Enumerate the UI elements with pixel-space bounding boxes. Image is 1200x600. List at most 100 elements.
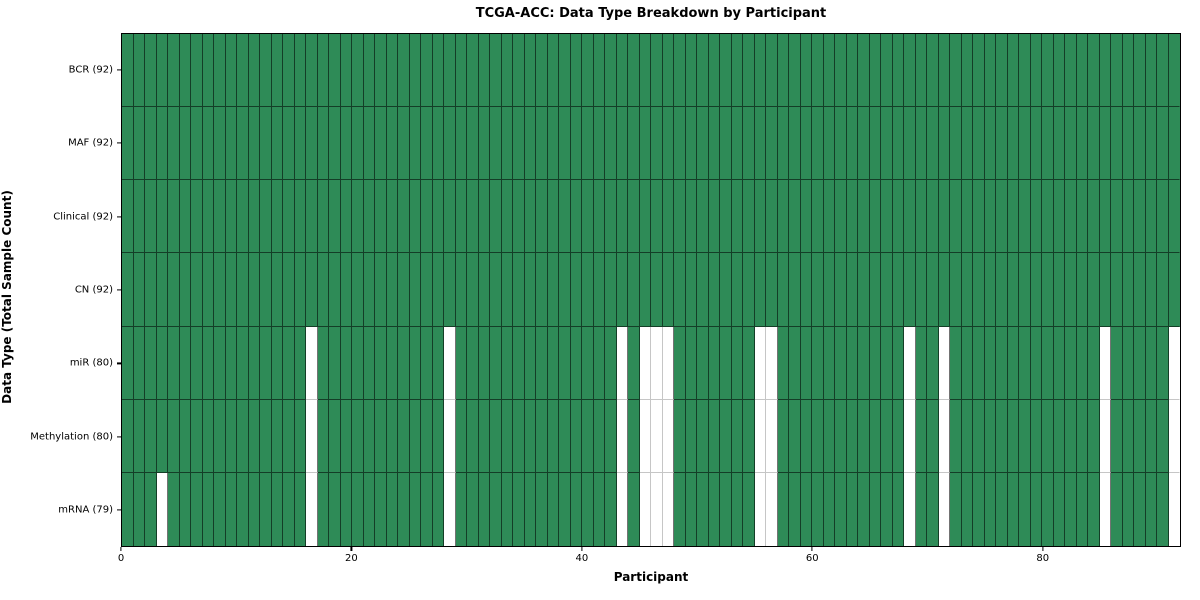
- heatmap-cell: [996, 399, 1008, 473]
- heatmap-cell: [961, 107, 973, 181]
- heatmap-cell: [122, 326, 134, 400]
- heatmap-cell: [777, 399, 789, 473]
- heatmap-cell: [524, 253, 536, 327]
- heatmap-cell: [1122, 34, 1134, 108]
- heatmap-cell: [984, 34, 996, 108]
- heatmap-cell: [145, 253, 157, 327]
- x-tick-mark: [1042, 547, 1044, 551]
- heatmap-cell: [1030, 472, 1042, 546]
- heatmap-cell: [697, 107, 709, 181]
- heatmap-cell: [133, 326, 145, 400]
- heatmap-cell: [1134, 472, 1146, 546]
- heatmap-cell: [800, 399, 812, 473]
- heatmap-cell: [662, 34, 674, 108]
- heatmap-cell: [1157, 326, 1169, 400]
- heatmap-cell: [513, 399, 525, 473]
- heatmap-cell: [593, 399, 605, 473]
- heatmap-cell: [409, 180, 421, 254]
- heatmap-cell: [950, 399, 962, 473]
- heatmap-cell: [697, 326, 709, 400]
- heatmap-cell: [375, 107, 387, 181]
- heatmap-cell: [536, 180, 548, 254]
- heatmap-cell: [1145, 180, 1157, 254]
- heatmap-cell: [1042, 107, 1054, 181]
- heatmap-cell: [363, 399, 375, 473]
- heatmap-cell: [271, 180, 283, 254]
- heatmap-cell: [156, 107, 168, 181]
- heatmap-cell: [754, 326, 766, 400]
- heatmap-cell: [731, 399, 743, 473]
- heatmap-cell: [375, 253, 387, 327]
- heatmap-cell: [1065, 253, 1077, 327]
- heatmap-cell: [846, 326, 858, 400]
- heatmap-cell: [133, 107, 145, 181]
- heatmap-cell: [283, 253, 295, 327]
- heatmap-cell: [179, 34, 191, 108]
- heatmap-cell: [352, 34, 364, 108]
- heatmap-cell: [789, 34, 801, 108]
- heatmap-cell: [904, 34, 916, 108]
- heatmap-cell: [1088, 472, 1100, 546]
- heatmap-cell: [984, 472, 996, 546]
- heatmap-cell: [1042, 253, 1054, 327]
- heatmap-cell: [122, 253, 134, 327]
- heatmap-cell: [168, 472, 180, 546]
- heatmap-cell: [628, 472, 640, 546]
- heatmap-cell: [490, 34, 502, 108]
- heatmap-cell: [582, 399, 594, 473]
- heatmap-cell: [352, 399, 364, 473]
- heatmap-cell: [858, 34, 870, 108]
- heatmap-cell: [386, 399, 398, 473]
- heatmap-cell: [1168, 107, 1180, 181]
- heatmap-cell: [800, 253, 812, 327]
- heatmap-cell: [869, 472, 881, 546]
- heatmap-cell: [179, 326, 191, 400]
- heatmap-cell: [616, 180, 628, 254]
- heatmap-cell: [306, 34, 318, 108]
- heatmap-cell: [812, 34, 824, 108]
- y-tick-label: MAF (92): [68, 137, 113, 149]
- heatmap-cell: [881, 107, 893, 181]
- heatmap-cell: [996, 34, 1008, 108]
- heatmap-cell: [800, 472, 812, 546]
- y-tick-mark: [117, 509, 121, 511]
- heatmap-cell: [628, 180, 640, 254]
- heatmap-cell: [329, 399, 341, 473]
- heatmap-cell: [869, 399, 881, 473]
- heatmap-cell: [421, 180, 433, 254]
- heatmap-cell: [501, 107, 513, 181]
- heatmap-cell: [915, 107, 927, 181]
- heatmap-cell: [547, 253, 559, 327]
- heatmap-cell: [1134, 399, 1146, 473]
- heatmap-cell: [260, 472, 272, 546]
- heatmap-cell: [1168, 399, 1180, 473]
- heatmap-cell: [904, 253, 916, 327]
- heatmap-cell: [628, 399, 640, 473]
- x-tick-label: 80: [1036, 553, 1050, 564]
- heatmap-cell: [823, 34, 835, 108]
- heatmap-cell: [501, 34, 513, 108]
- heatmap-cell: [294, 107, 306, 181]
- heatmap-cell: [858, 107, 870, 181]
- heatmap-cell: [122, 34, 134, 108]
- heatmap-cell: [237, 180, 249, 254]
- heatmap-cell: [1134, 34, 1146, 108]
- heatmap-cell: [835, 399, 847, 473]
- heatmap-cell: [306, 399, 318, 473]
- heatmap-cell: [122, 399, 134, 473]
- heatmap-cell: [386, 326, 398, 400]
- heatmap-cell: [1088, 253, 1100, 327]
- heatmap-cell: [961, 399, 973, 473]
- heatmap-cell: [708, 399, 720, 473]
- heatmap-cell: [708, 180, 720, 254]
- heatmap-cell: [1019, 253, 1031, 327]
- heatmap-cell: [386, 107, 398, 181]
- heatmap-cell: [1076, 34, 1088, 108]
- heatmap-cell: [1019, 399, 1031, 473]
- heatmap-cell: [766, 399, 778, 473]
- heatmap-cell: [1111, 472, 1123, 546]
- heatmap-cell: [536, 253, 548, 327]
- heatmap-cell: [191, 34, 203, 108]
- heatmap-cell: [191, 180, 203, 254]
- heatmap-row: [122, 472, 1180, 546]
